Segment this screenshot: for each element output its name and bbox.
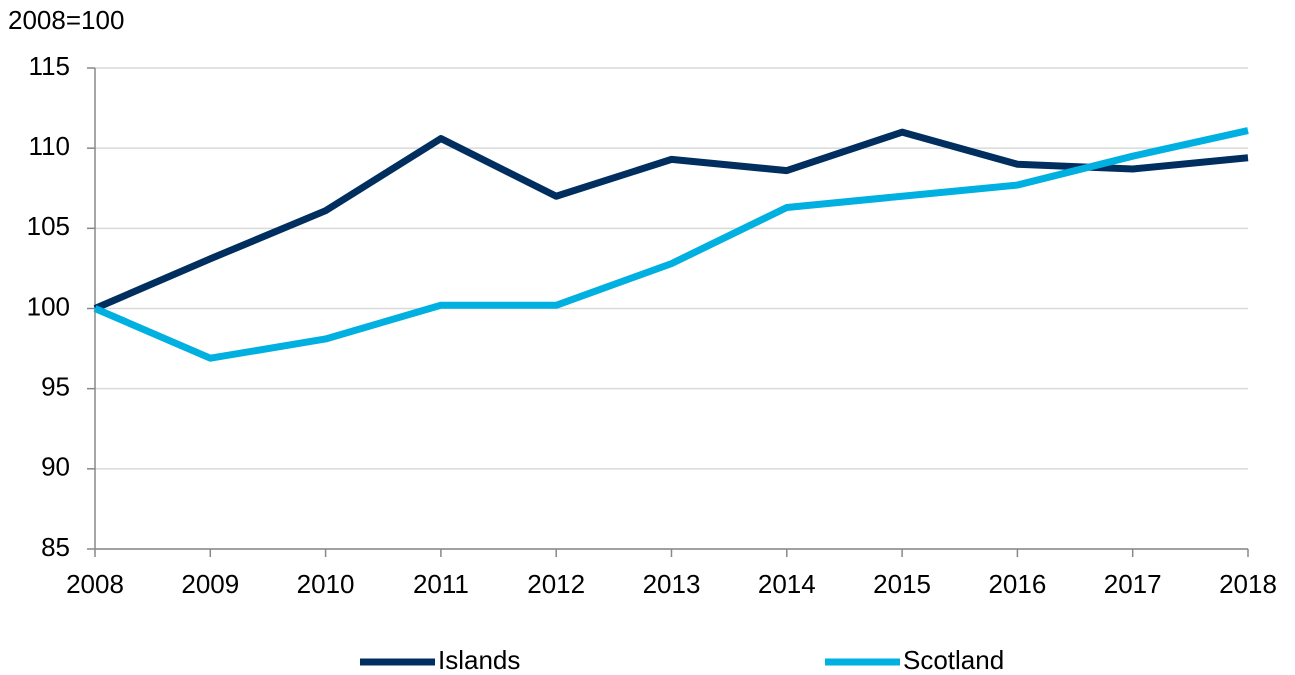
y-tick-label: 105 <box>27 211 70 241</box>
x-tick-label: 2010 <box>297 569 355 599</box>
y-tick-label: 100 <box>27 291 70 321</box>
x-tick-label: 2018 <box>1219 569 1277 599</box>
x-tick-label: 2017 <box>1104 569 1162 599</box>
y-tick-label: 90 <box>41 452 70 482</box>
y-tick-label: 115 <box>29 51 70 81</box>
y-tick-label: 85 <box>41 532 70 562</box>
y-tick-label: 110 <box>29 131 70 161</box>
x-tick-label: 2011 <box>413 569 469 599</box>
y-tick-label: 95 <box>41 372 70 402</box>
x-tick-label: 2008 <box>66 569 124 599</box>
x-tick-label: 2016 <box>988 569 1046 599</box>
series-line <box>93 127 1249 362</box>
series-line <box>93 128 1249 312</box>
legend-label: Scotland <box>903 645 1004 675</box>
y-axis-label: 2008=100 <box>8 5 124 35</box>
x-tick-label: 2015 <box>873 569 931 599</box>
x-tick-label: 2013 <box>643 569 701 599</box>
x-tick-label: 2009 <box>181 569 239 599</box>
x-tick-label: 2014 <box>758 569 816 599</box>
legend-label: Islands <box>438 645 520 675</box>
x-tick-label: 2012 <box>527 569 585 599</box>
